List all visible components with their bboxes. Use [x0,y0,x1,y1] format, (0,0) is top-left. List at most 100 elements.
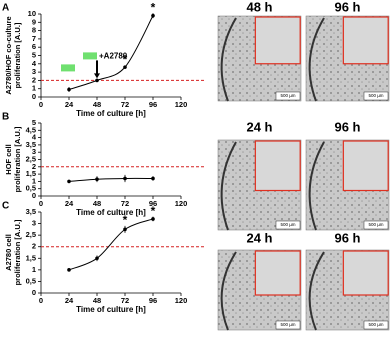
data-point [67,179,71,184]
image-label: 48 h [246,0,272,14]
x-tick-label: 0 [39,296,43,305]
well-edge [220,141,237,231]
data-point [67,268,71,272]
significance-label: * [151,204,156,218]
scale-bar-box [275,320,301,330]
y-tick-label: 0 [32,191,36,200]
data-point [151,176,155,181]
y-tick-label: 4,5 [26,125,36,134]
scale-bar-box [363,91,389,101]
x-tick-label: 48 [93,296,101,305]
scale-bar-box [275,91,301,101]
scale-bar-label: 500 µm [368,222,383,227]
data-point [95,256,99,261]
image-label: 96 h [334,119,360,134]
scale-bar-label: 500 µm [280,222,295,227]
y-tick-label: 3 [32,219,36,228]
inset [254,140,301,192]
scale-bar-box [363,320,389,330]
inset [254,250,301,296]
data-point [67,87,71,92]
data-point [123,65,127,69]
x-tick-label: 120 [175,100,188,109]
scale-bar-label: 500 µm [280,93,295,98]
y-tick-label: 1 [32,176,36,185]
y-tick-label: 0,5 [26,276,36,285]
data-point [123,227,127,232]
y-tick-label: 1,5 [26,169,36,178]
y-tick-label: 9 [32,17,36,26]
y-tick-label: 5 [32,50,36,59]
y-tick-label: 1,5 [26,253,36,262]
x-tick-label: 24 [65,296,74,305]
annotation-text: +A2780 [99,52,128,61]
x-axis-label: Time of culture [h] [76,305,146,314]
data-point [95,78,99,83]
x-tick-label: 48 [93,199,101,208]
scale-bar-box [363,220,389,230]
y-tick-label: 0 [32,288,36,297]
y-tick-label: 8 [32,26,36,35]
x-tick-label: 96 [149,296,157,305]
x-axis-label: Time of culture [h] [76,208,146,217]
scale-bar-box [275,220,301,230]
y-tick-label: 4 [32,133,37,142]
y-tick-label: 1 [32,84,36,93]
x-tick-label: 24 [65,100,74,109]
scale-bar-label: 500 µm [280,322,295,327]
x-tick-label: 72 [121,100,129,109]
y-tick-label: 2 [32,75,36,84]
y-tick-label: 4 [32,59,37,68]
significance-label: * [123,53,128,67]
image-label: 96 h [334,230,360,245]
y-tick-label: 2,5 [26,230,36,239]
well-edge [308,17,325,102]
inset [342,250,389,296]
image-label: 96 h [334,0,360,14]
panel-label: C [2,201,9,212]
y-tick-label: 2,5 [26,154,36,163]
inset [254,16,301,65]
y-tick-label: 3 [32,147,36,156]
well-edge [220,251,237,331]
y-tick-label: 0,5 [26,184,36,193]
arrow-head [94,73,100,79]
x-tick-label: 72 [121,296,129,305]
significance-label: * [151,0,156,14]
x-tick-label: 96 [149,100,157,109]
scale-bar-label: 500 µm [368,93,383,98]
y-tick-label: 1 [32,265,36,274]
x-tick-label: 48 [93,100,101,109]
x-tick-label: 96 [149,199,157,208]
data-point [123,176,127,181]
x-tick-label: 120 [175,296,188,305]
y-tick-label: 10 [28,9,36,18]
well-edge [220,17,237,102]
x-axis-label: Time of culture [h] [76,109,146,118]
data-line [68,15,154,91]
well-edge [308,141,325,231]
scale-bar-label: 500 µm [368,322,383,327]
hof-icon [61,64,75,72]
x-tick-label: 0 [39,199,43,208]
y-tick-label: 5 [32,118,36,127]
y-axis-label: A2780/HOF co-culture [4,16,13,94]
data-line [68,218,154,271]
y-tick-label: 0 [32,92,36,101]
image-label: 24 h [246,119,272,134]
y-tick-label: 2 [32,162,36,171]
x-tick-label: 120 [175,199,188,208]
x-tick-label: 0 [39,100,43,109]
data-point [151,217,155,221]
panel-label: A [2,3,9,14]
y-tick-label: 6 [32,42,36,51]
y-axis-label: A2780 cell [4,234,13,271]
y-tick-label: 3,5 [26,207,36,216]
y-axis-label: proliferation [A.U.] [13,22,22,88]
y-tick-label: 2 [32,242,36,251]
y-axis-label: proliferation [A.U.] [13,126,22,192]
significance-label: * [123,213,128,227]
y-tick-label: 7 [32,34,36,43]
inset [342,140,389,192]
panel-label: B [2,112,9,123]
